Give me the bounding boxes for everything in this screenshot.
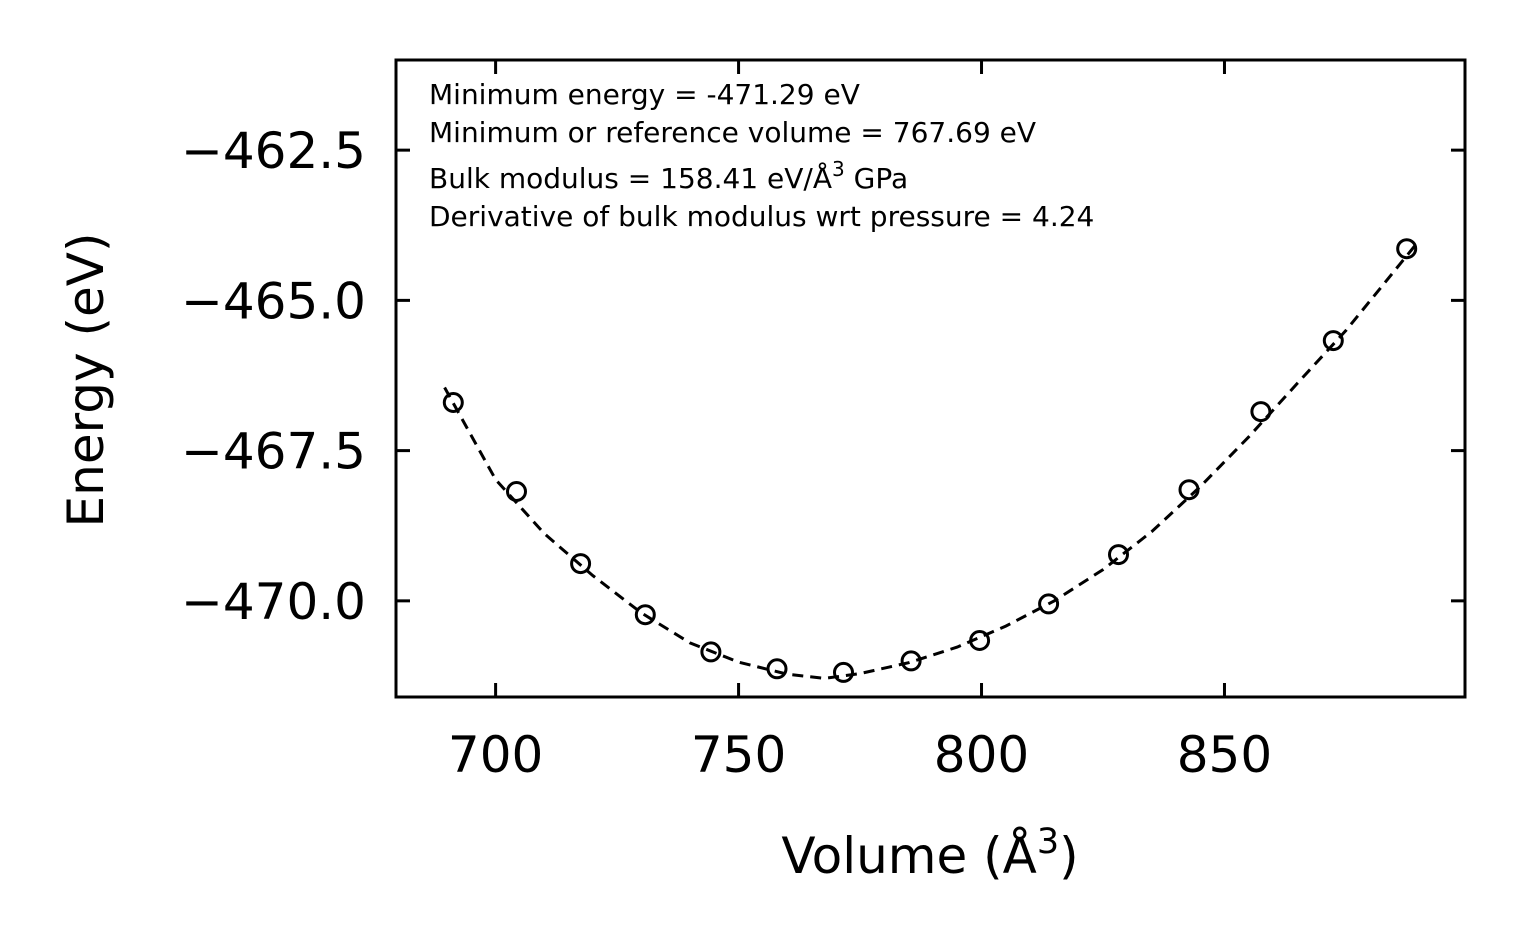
y-axis-title: Energy (eV)	[57, 233, 115, 528]
x-axis-title-tail: )	[1059, 827, 1079, 885]
y-tick-label: −470.0	[181, 573, 366, 631]
annotation-min-energy: Minimum energy = -471.29 eV	[429, 78, 860, 111]
annotation-bulk-modulus-sup: 3	[832, 157, 845, 181]
data-point	[1178, 479, 1200, 501]
x-axis-title-sup: 3	[1037, 822, 1059, 862]
data-point	[969, 630, 991, 651]
annotation-bulk-modulus: Bulk modulus = 158.41 eV/Å3 GPa	[429, 157, 908, 195]
data-point	[1038, 593, 1060, 615]
x-tick-label: 750	[691, 726, 786, 784]
data-point	[900, 650, 922, 672]
x-tick-label: 850	[1177, 726, 1272, 784]
data-point	[442, 392, 464, 413]
data-point	[634, 604, 656, 626]
x-tick-label: 800	[934, 726, 1029, 784]
y-tick-label: −467.5	[181, 423, 366, 481]
plot-frame	[394, 58, 1467, 699]
data-point	[506, 481, 527, 502]
x-axis-title-text: Volume (Å	[781, 827, 1037, 885]
data-point	[1396, 238, 1418, 260]
x-tick-label: 700	[448, 726, 543, 784]
y-tick-label: −462.5	[181, 122, 366, 180]
axis-ticks: 700 750 800 850 −462.5 −465.0 −467.5 −470.0	[181, 60, 1465, 784]
annotation-bulk-modulus-derivative: Derivative of bulk modulus wrt pressure …	[429, 200, 1094, 233]
data-point	[833, 661, 854, 683]
data-point	[766, 658, 788, 680]
data-points-layer	[442, 238, 1418, 683]
annotation-min-volume: Minimum or reference volume = 767.69 eV	[429, 116, 1036, 149]
fit-curve-layer	[443, 242, 1418, 680]
annotation-bulk-modulus-unit: GPa	[845, 162, 908, 195]
y-tick-label: −465.0	[181, 272, 366, 330]
annotation-bulk-modulus-text: Bulk modulus = 158.41 eV/Å	[429, 161, 832, 195]
data-point	[570, 553, 592, 575]
x-axis-title: Volume (Å3)	[781, 822, 1078, 885]
data-point	[1250, 401, 1272, 423]
fit-curve	[443, 242, 1418, 680]
data-point	[1108, 544, 1129, 566]
data-point	[700, 641, 722, 663]
data-point	[1322, 330, 1344, 352]
annotation-box: Minimum energy = -471.29 eV Minimum or r…	[429, 78, 1094, 233]
